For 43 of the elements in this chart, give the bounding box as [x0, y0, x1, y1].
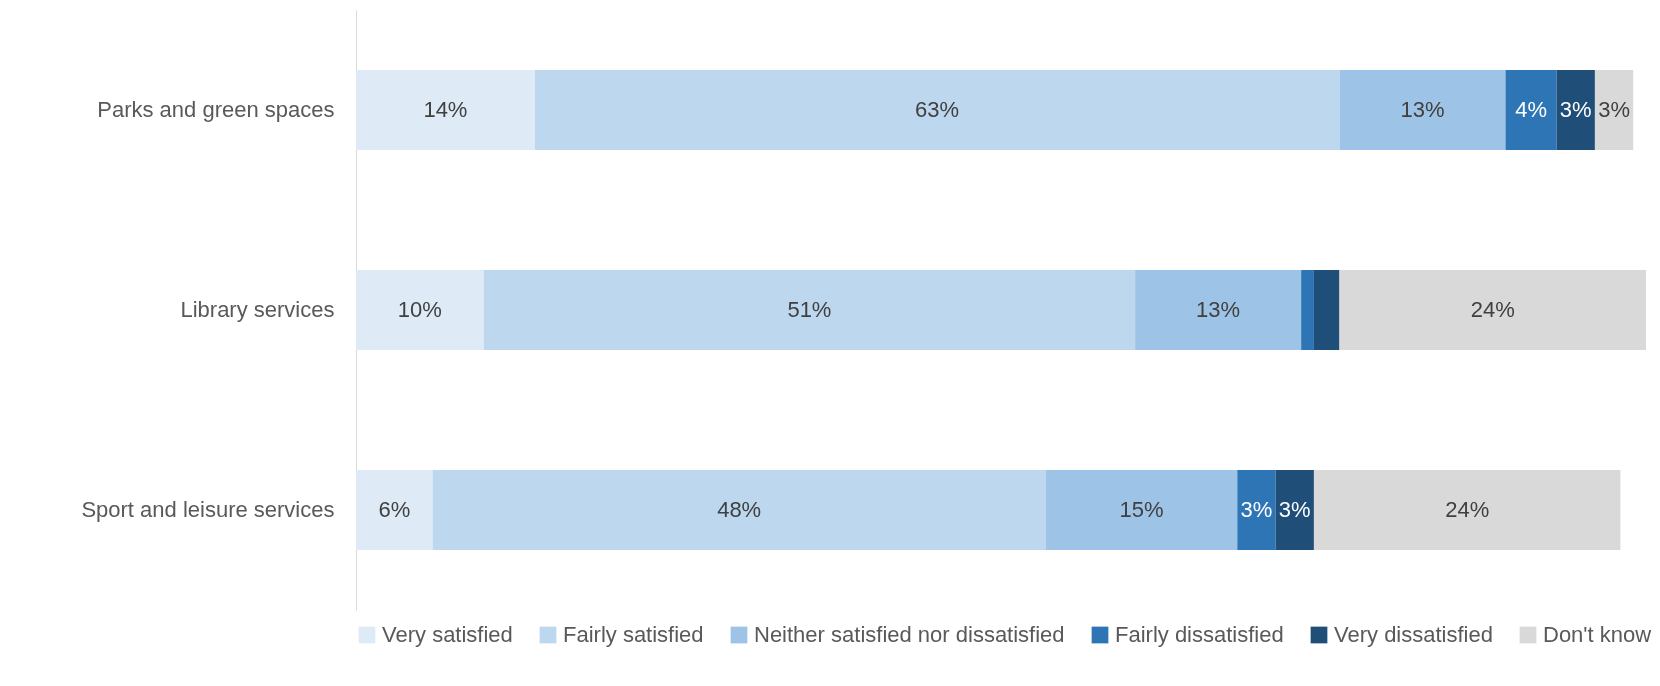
- data-label: 3%: [1240, 497, 1273, 522]
- legend-label: Fairly dissatisfied: [1115, 622, 1284, 647]
- y-tick-label: Sport and leisure services: [81, 497, 335, 522]
- bar: [1275, 470, 1314, 550]
- y-tick-label: Parks and green spaces: [97, 97, 335, 122]
- bar: [1135, 270, 1302, 350]
- bar: [1339, 70, 1506, 150]
- data-label: 13%: [1400, 97, 1445, 122]
- data-label: 24%: [1470, 297, 1515, 322]
- data-label: 51%: [787, 297, 832, 322]
- bar: [432, 470, 1046, 550]
- legend-label: Neither satisfied nor dissatisfied: [754, 622, 1065, 647]
- bar: [1556, 70, 1595, 150]
- data-label: 10%: [397, 297, 442, 322]
- data-label: 6%: [378, 497, 411, 522]
- data-label: 4%: [1515, 97, 1547, 122]
- legend-label: Very satisfied: [382, 622, 513, 647]
- data-label: 48%: [717, 497, 762, 522]
- bar: [1313, 270, 1340, 350]
- data-label: 24%: [1445, 497, 1490, 522]
- bar: [356, 470, 433, 550]
- data-label: 13%: [1196, 297, 1241, 322]
- bar: [1237, 470, 1276, 550]
- bar: [1301, 270, 1314, 350]
- bar: [356, 270, 484, 350]
- data-label: 14%: [423, 97, 468, 122]
- bar: [1045, 470, 1238, 550]
- data-label: 15%: [1119, 497, 1164, 522]
- bar: [1594, 70, 1634, 150]
- data-label: 3%: [1598, 97, 1630, 122]
- data-label: 3%: [1559, 97, 1592, 122]
- bar: [534, 70, 1340, 150]
- bar: [1313, 470, 1621, 550]
- data-label: 63%: [915, 97, 960, 122]
- legend-label: Very dissatisfied: [1334, 622, 1493, 647]
- bar: [483, 270, 1136, 350]
- bar: [1339, 270, 1646, 350]
- legend-label: Fairly satisfied: [563, 622, 704, 647]
- bar: [356, 70, 535, 150]
- y-tick-label: Library services: [180, 297, 335, 322]
- legend-label: Don't know: [1543, 622, 1652, 647]
- bar: [1505, 70, 1557, 150]
- data-label: 3%: [1278, 497, 1311, 522]
